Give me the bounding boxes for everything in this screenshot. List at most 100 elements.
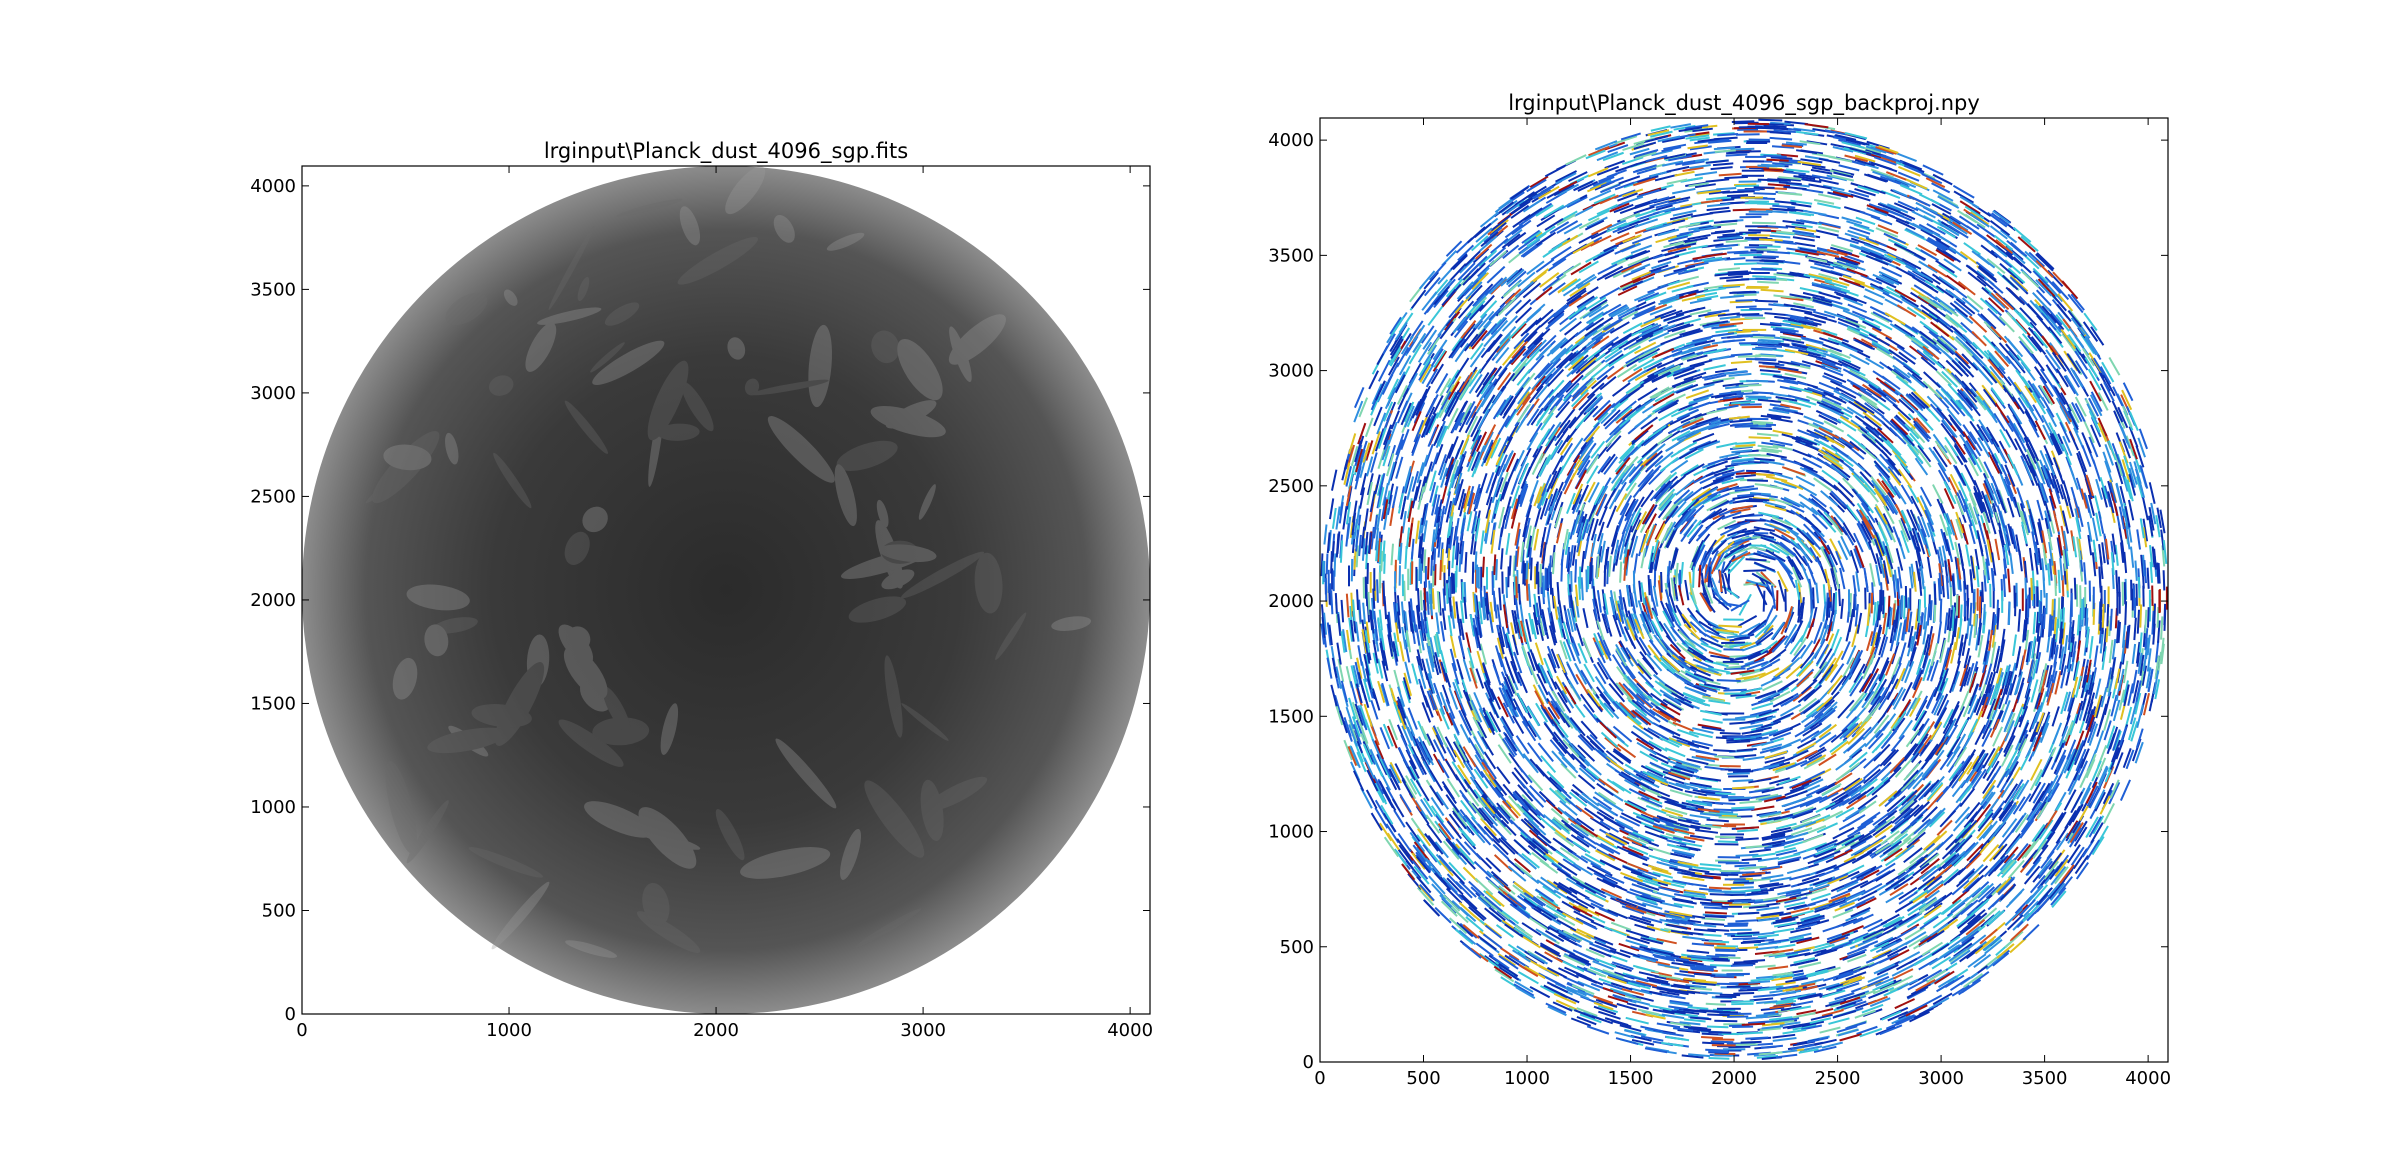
speckle xyxy=(1923,586,1927,608)
speckle xyxy=(1579,436,1595,455)
speckle xyxy=(1644,163,1666,171)
speckle xyxy=(2113,752,2124,775)
speckle xyxy=(1957,913,1976,930)
speckle xyxy=(2095,478,2103,500)
speckle xyxy=(1693,393,1714,402)
speckle xyxy=(2103,708,2112,731)
speckle xyxy=(1546,670,1558,690)
dust-filament xyxy=(638,807,697,869)
speckle xyxy=(1711,247,1732,252)
speckle xyxy=(1670,459,1689,474)
speckle xyxy=(1743,130,1767,133)
speckle xyxy=(2004,543,2010,566)
speckle xyxy=(1495,559,1498,581)
speckle xyxy=(1613,189,1636,199)
speckle xyxy=(1448,299,1465,319)
speckle xyxy=(1815,582,1820,604)
speckle xyxy=(2087,534,2093,556)
speckle xyxy=(2083,312,2098,332)
speckle xyxy=(1424,406,1436,427)
speckle xyxy=(1711,492,1731,502)
speckle xyxy=(2025,677,2033,700)
speckle xyxy=(1753,994,1776,998)
speckle xyxy=(2151,585,2154,606)
speckle xyxy=(1521,852,1540,869)
speckle xyxy=(1828,278,1850,287)
y-tick-label: 3000 xyxy=(250,383,296,404)
speckle xyxy=(1932,912,1954,929)
speckle xyxy=(2009,553,2014,574)
speckle xyxy=(1597,455,1612,475)
speckle xyxy=(1471,561,1475,584)
speckle xyxy=(1593,341,1614,358)
speckle xyxy=(2078,538,2083,560)
dust-filament xyxy=(884,655,903,738)
x-tick-label: 3000 xyxy=(900,1020,946,1041)
speckle xyxy=(1819,546,1832,568)
speckle xyxy=(2130,546,2135,568)
speckle xyxy=(1548,273,1567,288)
speckle xyxy=(1723,618,1744,621)
speckle xyxy=(1502,244,1520,259)
speckle xyxy=(1846,327,1867,339)
dust-filament xyxy=(871,330,900,364)
speckle xyxy=(1452,254,1468,271)
speckle xyxy=(1660,901,1683,909)
speckle xyxy=(1970,555,1976,579)
speckle xyxy=(1606,364,1627,380)
speckle xyxy=(1798,660,1814,677)
left-sky-map xyxy=(302,166,1150,1014)
speckle xyxy=(1522,560,1525,585)
speckle xyxy=(1415,805,1430,825)
speckle xyxy=(1513,767,1529,785)
speckle xyxy=(1776,153,1799,158)
dust-filament xyxy=(864,780,925,858)
speckle xyxy=(1545,523,1552,545)
speckle xyxy=(1800,913,1821,921)
dust-filament xyxy=(548,225,595,311)
speckle xyxy=(1830,740,1849,756)
speckle xyxy=(1796,380,1819,389)
speckle xyxy=(1703,364,1726,371)
dust-filament xyxy=(725,166,766,215)
speckle xyxy=(1719,524,1741,536)
speckle xyxy=(1759,369,1781,373)
speckle xyxy=(1891,449,1907,467)
speckle xyxy=(2122,382,2134,402)
speckle xyxy=(1513,651,1523,674)
speckle xyxy=(2034,303,2050,321)
speckle xyxy=(1923,911,1942,926)
speckle xyxy=(1754,950,1779,955)
speckle xyxy=(2000,411,2014,433)
speckle xyxy=(1560,762,1577,779)
speckle xyxy=(1923,834,1941,851)
dust-filament xyxy=(577,276,590,302)
speckle xyxy=(1681,1054,1704,1059)
speckle xyxy=(1603,141,1626,151)
speckle xyxy=(1758,118,1783,122)
speckle xyxy=(1610,232,1630,243)
speckle xyxy=(1415,566,1418,591)
speckle xyxy=(1954,442,1968,463)
speckle xyxy=(1549,221,1570,235)
speckle xyxy=(1559,332,1580,349)
dust-filament xyxy=(660,703,679,755)
speckle xyxy=(1983,461,1996,484)
speckle xyxy=(1401,510,1407,534)
speckle xyxy=(1887,466,1902,484)
speckle xyxy=(1736,133,1760,136)
speckle xyxy=(1961,524,1969,545)
y-tick-label: 500 xyxy=(262,900,296,921)
speckle xyxy=(1777,888,1801,896)
speckle xyxy=(1909,588,1912,611)
dust-filament xyxy=(901,703,949,741)
speckle xyxy=(1735,305,1757,309)
speckle xyxy=(1481,556,1485,578)
speckle xyxy=(2002,574,2006,597)
speckle-field xyxy=(1320,118,2168,1060)
speckle xyxy=(1907,771,1924,790)
left-axes-ticks: 0 1000 2000 3000 400005001000150020002500300… xyxy=(250,166,1153,1041)
speckle xyxy=(1521,229,1541,244)
speckle xyxy=(1547,257,1567,272)
